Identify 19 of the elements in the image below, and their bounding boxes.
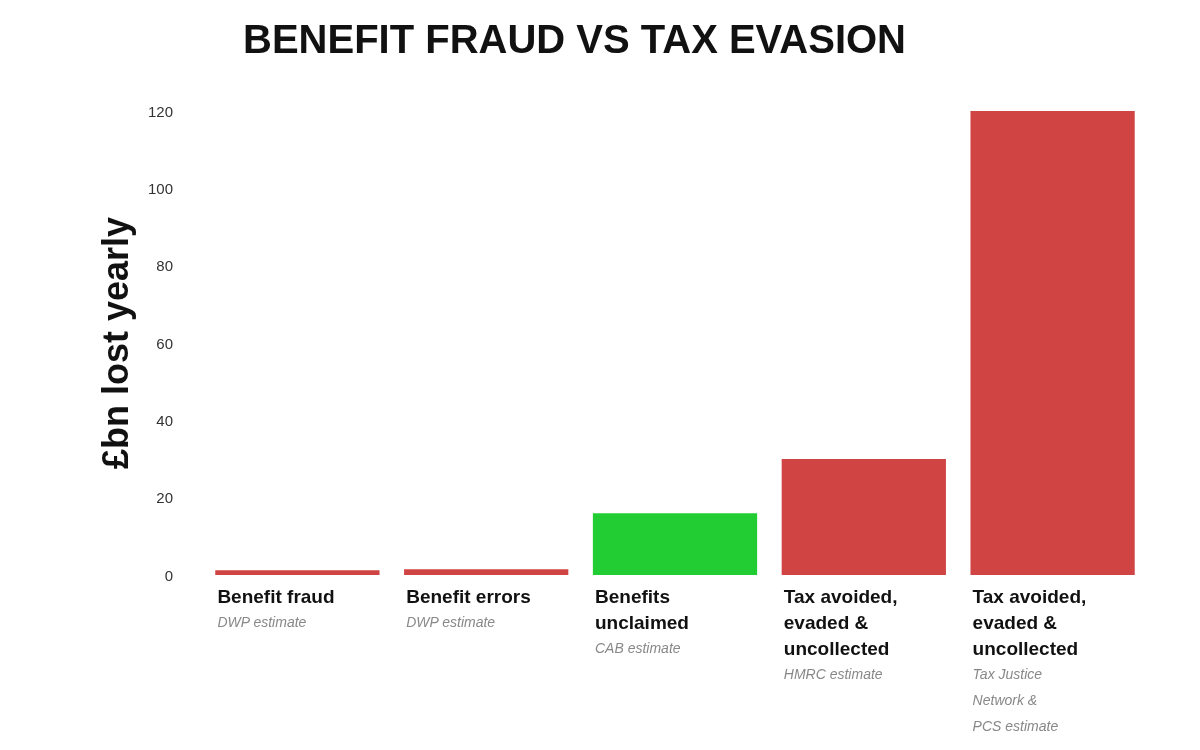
y-tick-label: 0 (164, 566, 173, 584)
y-tick-label: 120 (147, 102, 173, 120)
x-tick-label: Benefit errors DWP estimate (406, 585, 531, 630)
chart-title: BENEFIT FRAUD VS TAX EVASION (243, 17, 907, 61)
y-tick-label: 20 (156, 489, 173, 507)
y-tick-label: 80 (156, 257, 173, 275)
x-tick-label: Tax avoided, evaded & uncollected HMRC estimate (783, 585, 898, 682)
y-tick-label: 100 (147, 179, 173, 197)
x-tick-label: Benefit fraud DWP estimate (217, 585, 335, 630)
bar (970, 111, 1135, 575)
bar (404, 569, 569, 575)
y-tick-label: 60 (156, 334, 173, 352)
bar (781, 459, 946, 575)
y-axis-title: £bn lost yearly (94, 216, 136, 470)
y-tick-label: 40 (156, 411, 173, 429)
bar (592, 513, 758, 575)
bar (215, 570, 380, 575)
x-tick-label: Tax avoided, evaded & uncollected Tax Justice Network & PCS estimate (972, 585, 1087, 734)
x-tick-label: Benefits unclaimed CAB estimate (595, 585, 689, 656)
